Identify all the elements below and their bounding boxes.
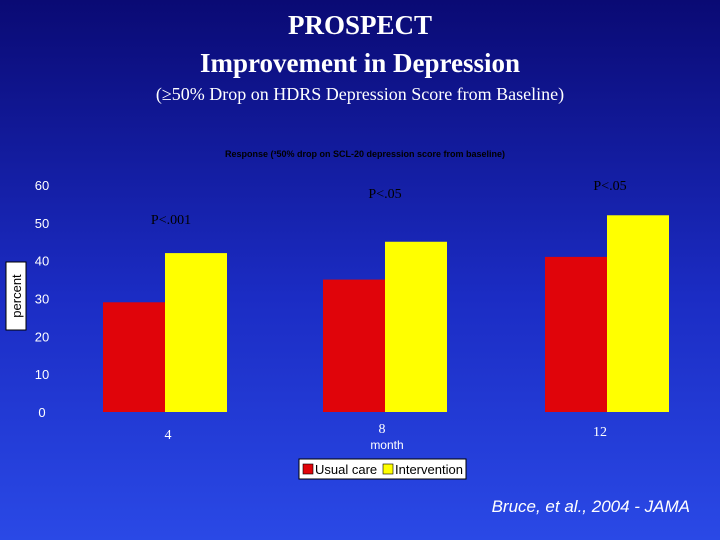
y-axis-label: percent [5, 261, 27, 331]
legend: Usual care Intervention [298, 458, 467, 480]
slide-criteria: (≥50% Drop on HDRS Depression Score from… [155, 84, 565, 104]
legend-label: Usual care [315, 462, 377, 477]
y-axis-title: percent [9, 274, 24, 318]
citation: Bruce, et al., 2004 - JAMA [491, 497, 690, 516]
bar-intervention [385, 241, 447, 412]
chart-title: Response (³50% drop on SCL-20 depression… [225, 149, 505, 159]
legend-box [298, 458, 467, 480]
p-value-annotation: P<.001 [151, 213, 191, 228]
p-value-annotation: P<.05 [593, 179, 626, 194]
x-tick-label: 8 [379, 422, 386, 437]
bar-usual-care [103, 302, 165, 412]
x-axis-title: month [370, 438, 403, 452]
legend-swatch [302, 463, 314, 475]
bar-intervention [165, 253, 227, 412]
y-tick-label: 0 [38, 405, 45, 420]
legend-label: Intervention [395, 462, 463, 477]
y-tick-label: 30 [35, 292, 49, 307]
y-tick-label: 20 [35, 329, 49, 344]
bar-intervention [607, 215, 669, 412]
legend-swatch [382, 463, 394, 475]
slide-subtitle: Improvement in Depression [199, 48, 520, 78]
y-tick-label: 40 [35, 254, 49, 269]
x-tick-label: 4 [165, 428, 172, 443]
y-tick-label: 50 [35, 216, 49, 231]
bar-usual-care [323, 279, 385, 412]
bar-usual-care [545, 256, 607, 412]
y-tick-label: 60 [35, 178, 49, 193]
slide-title: PROSPECT [287, 10, 433, 40]
y-tick-label: 10 [35, 367, 49, 382]
p-value-annotation: P<.05 [368, 187, 401, 202]
x-tick-label: 12 [593, 425, 607, 440]
